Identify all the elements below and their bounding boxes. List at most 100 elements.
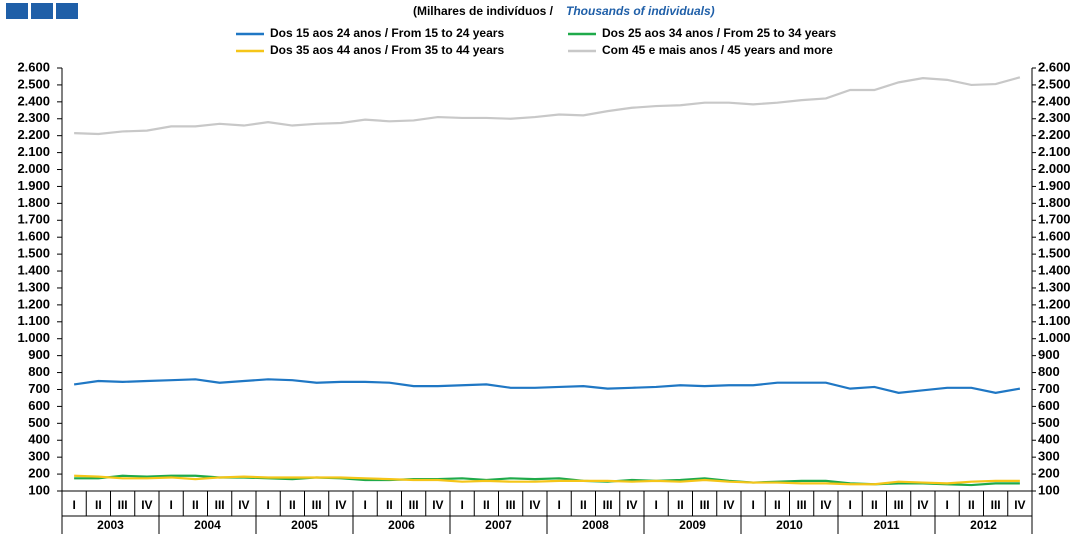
y2-tick-label: 100 (1038, 482, 1060, 497)
y-tick-label: 900 (28, 347, 50, 362)
y2-tick-label: 400 (1038, 432, 1060, 447)
y-tick-label: 1.100 (17, 313, 50, 328)
x-tick-label: III (409, 498, 419, 512)
y2-tick-label: 1.400 (1038, 262, 1071, 277)
x-tick-label: IV (238, 498, 249, 512)
x-tick-label: II (871, 498, 878, 512)
x-tick-label: II (95, 498, 102, 512)
x-tick-label: II (483, 498, 490, 512)
x-tick-label: III (700, 498, 710, 512)
y-tick-label: 700 (28, 381, 50, 396)
y2-tick-label: 300 (1038, 449, 1060, 464)
x-tick-label: IV (529, 498, 540, 512)
year-label: 2004 (194, 518, 221, 532)
y2-tick-label: 600 (1038, 398, 1060, 413)
y-tick-label: 1.900 (17, 178, 50, 193)
x-tick-label: III (215, 498, 225, 512)
year-label: 2009 (679, 518, 706, 532)
y2-tick-label: 200 (1038, 466, 1060, 481)
year-label: 2010 (776, 518, 803, 532)
subtitle: (Milhares de indivíduos / (413, 4, 554, 18)
x-tick-label: IV (335, 498, 346, 512)
y2-tick-label: 800 (1038, 364, 1060, 379)
x-tick-label: II (580, 498, 587, 512)
year-label: 2003 (97, 518, 124, 532)
x-tick-label: IV (1014, 498, 1025, 512)
x-tick-label: I (945, 498, 948, 512)
y-tick-label: 800 (28, 364, 50, 379)
x-tick-label: III (118, 498, 128, 512)
y2-tick-label: 900 (1038, 347, 1060, 362)
y-tick-label: 1.400 (17, 262, 50, 277)
y-tick-label: 100 (28, 482, 50, 497)
x-tick-label: II (774, 498, 781, 512)
y-tick-label: 1.800 (17, 195, 50, 210)
y2-tick-label: 2.100 (1038, 144, 1071, 159)
y2-tick-label: 500 (1038, 415, 1060, 430)
year-label: 2007 (485, 518, 512, 532)
x-tick-label: IV (917, 498, 928, 512)
x-tick-label: III (506, 498, 516, 512)
y2-tick-label: 2.500 (1038, 76, 1071, 91)
y2-tick-label: 2.300 (1038, 110, 1071, 125)
y2-tick-label: 1.000 (1038, 330, 1071, 345)
y2-tick-label: 2.600 (1038, 59, 1071, 74)
x-tick-label: IV (723, 498, 734, 512)
legend-label: Dos 15 aos 24 anos / From 15 to 24 years (270, 26, 504, 40)
x-tick-label: I (848, 498, 851, 512)
y-tick-label: 2.200 (17, 127, 50, 142)
y2-tick-label: 2.000 (1038, 161, 1071, 176)
y2-tick-label: 700 (1038, 381, 1060, 396)
x-tick-label: III (894, 498, 904, 512)
y2-tick-label: 2.400 (1038, 93, 1071, 108)
y-tick-label: 1.000 (17, 330, 50, 345)
x-tick-label: IV (141, 498, 152, 512)
x-tick-label: I (557, 498, 560, 512)
y-tick-label: 1.500 (17, 246, 50, 261)
x-tick-label: IV (626, 498, 637, 512)
year-label: 2006 (388, 518, 415, 532)
x-tick-label: III (312, 498, 322, 512)
x-tick-label: I (169, 498, 172, 512)
legend-label: Dos 35 aos 44 anos / From 35 to 44 years (270, 43, 504, 57)
y2-tick-label: 2.200 (1038, 127, 1071, 142)
y-tick-label: 2.000 (17, 161, 50, 176)
y2-tick-label: 1.900 (1038, 178, 1071, 193)
x-tick-label: I (72, 498, 75, 512)
y-tick-label: 1.300 (17, 279, 50, 294)
y-tick-label: 200 (28, 466, 50, 481)
x-tick-label: III (797, 498, 807, 512)
x-tick-label: II (677, 498, 684, 512)
series-line (73, 378, 1021, 394)
y2-tick-label: 1.500 (1038, 246, 1071, 261)
year-label: 2005 (291, 518, 318, 532)
y-tick-label: 2.600 (17, 59, 50, 74)
y2-tick-label: 1.200 (1038, 296, 1071, 311)
x-tick-label: II (192, 498, 199, 512)
y-tick-label: 500 (28, 415, 50, 430)
x-tick-label: I (654, 498, 657, 512)
x-tick-label: II (289, 498, 296, 512)
year-label: 2012 (970, 518, 997, 532)
logo-block (6, 3, 28, 19)
year-label: 2011 (873, 518, 899, 532)
y2-tick-label: 1.600 (1038, 229, 1071, 244)
y2-tick-label: 1.100 (1038, 313, 1071, 328)
x-tick-label: I (751, 498, 754, 512)
logo-block (56, 3, 78, 19)
y2-tick-label: 1.700 (1038, 212, 1071, 227)
legend-label: Com 45 e mais anos / 45 years and more (602, 43, 833, 57)
x-tick-label: III (991, 498, 1001, 512)
y-tick-label: 2.100 (17, 144, 50, 159)
subtitle-en: Thousands of individuals) (566, 4, 715, 18)
x-tick-label: II (386, 498, 393, 512)
y-tick-label: 2.300 (17, 110, 50, 125)
x-tick-label: I (460, 498, 463, 512)
y-tick-label: 1.700 (17, 212, 50, 227)
y-tick-label: 600 (28, 398, 50, 413)
y-tick-label: 1.200 (17, 296, 50, 311)
logo-block (31, 3, 53, 19)
y-tick-label: 300 (28, 449, 50, 464)
y2-tick-label: 1.300 (1038, 279, 1071, 294)
